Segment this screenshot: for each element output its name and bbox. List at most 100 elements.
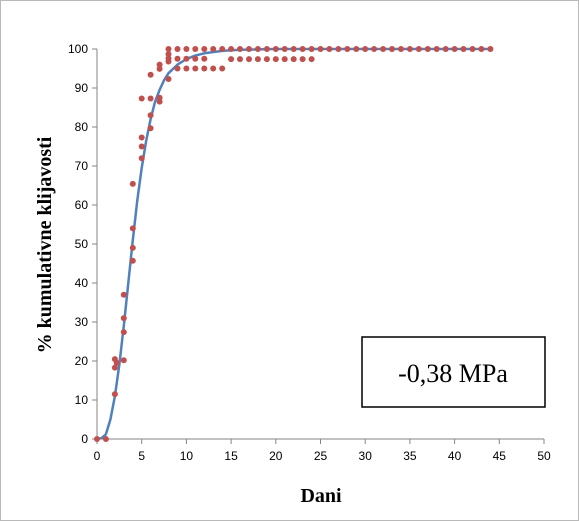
x-tick-label: 10 [180, 449, 194, 463]
data-point [120, 315, 127, 322]
data-point [120, 357, 127, 364]
data-point [263, 56, 270, 63]
y-tick-labels: 0 10 20 30 40 50 60 70 80 90 100 [68, 42, 88, 446]
data-point [147, 112, 154, 119]
data-point [308, 46, 315, 52]
data-point [246, 46, 252, 52]
data-point [147, 125, 154, 132]
data-point [389, 46, 395, 52]
plot-marks [94, 46, 494, 442]
data-point [174, 46, 181, 52]
data-point [174, 65, 181, 72]
data-point [299, 56, 306, 63]
data-point [129, 225, 136, 232]
x-tick-label: 5 [138, 449, 145, 463]
data-point [183, 46, 190, 52]
data-point [424, 46, 431, 52]
data-point [210, 65, 217, 72]
data-point [272, 46, 279, 52]
data-point [263, 46, 270, 52]
y-tick-label: 10 [75, 393, 89, 407]
data-point [111, 391, 118, 398]
data-point [254, 56, 261, 63]
annotation-label: -0,38 MPa [398, 359, 508, 388]
data-point [192, 55, 199, 62]
data-point [201, 46, 208, 52]
data-point [183, 55, 190, 62]
x-tick-label: 50 [537, 449, 551, 463]
data-point [371, 46, 378, 52]
data-point [228, 46, 235, 52]
data-point [192, 46, 199, 52]
x-tick-label: 40 [448, 449, 462, 463]
data-point [272, 56, 279, 63]
y-tick-label: 50 [75, 237, 89, 251]
data-point [156, 65, 163, 72]
data-point [308, 56, 315, 63]
data-point [228, 56, 235, 63]
x-tick-label: 25 [314, 449, 328, 463]
data-point [156, 94, 163, 101]
data-point [478, 46, 485, 52]
y-tick-label: 30 [75, 315, 89, 329]
data-point [210, 46, 217, 52]
data-point [192, 65, 199, 72]
data-point [129, 180, 136, 187]
y-tick-label: 40 [75, 276, 89, 290]
data-point [165, 76, 172, 82]
data-point [201, 65, 208, 72]
data-point [299, 46, 306, 52]
x-tick-label: 30 [359, 449, 373, 463]
data-point [487, 46, 494, 52]
data-point [353, 46, 360, 52]
data-point [147, 95, 154, 102]
data-point [147, 71, 154, 78]
y-tick-label: 0 [81, 432, 88, 446]
data-point [246, 56, 252, 63]
x-tick-label: 45 [493, 449, 507, 463]
data-point [94, 436, 100, 442]
data-point [156, 61, 163, 68]
data-point [120, 329, 127, 336]
data-point [111, 364, 118, 371]
data-point [138, 143, 145, 150]
data-point [380, 46, 387, 52]
data-point [237, 46, 243, 52]
data-point [451, 46, 458, 52]
x-tick-label: 0 [94, 449, 101, 463]
data-point [433, 46, 440, 52]
data-point [120, 291, 127, 298]
data-point [129, 257, 136, 264]
data-point [165, 46, 172, 52]
x-tick-label: 20 [269, 449, 283, 463]
x-tick-label: 15 [224, 449, 238, 463]
data-point [165, 51, 172, 58]
y-tick-label: 90 [75, 81, 89, 95]
data-point [335, 46, 342, 52]
data-point [281, 56, 288, 63]
annotation-box [361, 336, 546, 408]
data-point [460, 46, 467, 52]
data-point [138, 134, 145, 141]
data-point [129, 244, 136, 251]
y-tick-label: 70 [75, 159, 89, 173]
data-point [415, 46, 422, 52]
y-tick-label: 80 [75, 120, 89, 134]
data-point [317, 46, 324, 52]
x-tick-labels: 0 5 10 15 20 25 30 35 40 45 50 [94, 449, 551, 463]
data-point [237, 56, 243, 63]
data-point [113, 359, 120, 366]
data-point [442, 46, 449, 52]
data-point [398, 46, 404, 52]
data-point [165, 55, 172, 62]
data-point [219, 46, 226, 52]
y-tick-label: 100 [68, 42, 88, 56]
x-tick-label: 35 [403, 449, 417, 463]
data-point [183, 65, 190, 72]
data-point [290, 46, 297, 52]
data-point [201, 55, 208, 62]
data-point [281, 46, 288, 52]
data-point [326, 46, 333, 52]
